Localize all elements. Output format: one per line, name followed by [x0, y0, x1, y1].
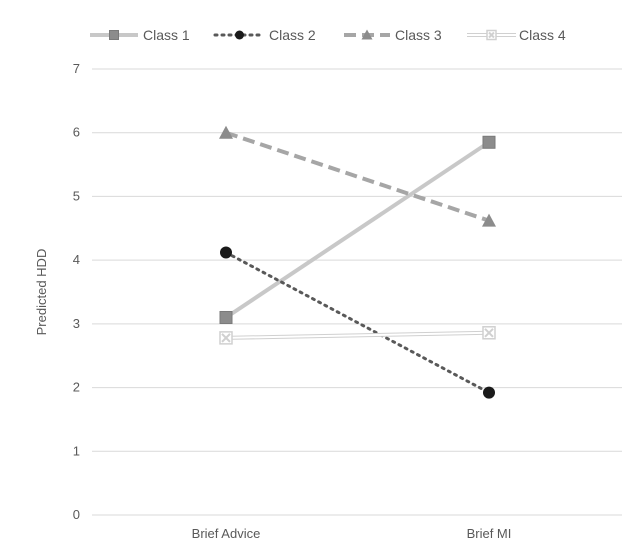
series-1-points [219, 135, 496, 324]
legend-item: Class 4 [467, 27, 566, 43]
y-tick-label: 6 [73, 125, 80, 140]
y-tick-label: 1 [73, 443, 80, 458]
data-point [219, 125, 233, 139]
y-axis-title: Predicted HDD [34, 249, 49, 336]
legend-item: Class 1 [90, 27, 190, 43]
legend-marker [235, 30, 244, 40]
data-point-cross-b [484, 328, 494, 338]
series-4 [225, 330, 490, 340]
series-3-points [219, 125, 496, 227]
data-point [219, 331, 233, 345]
y-tick-label: 3 [73, 316, 80, 331]
x-tick-label: Brief Advice [192, 526, 261, 541]
legend-label: Class 2 [269, 27, 316, 43]
y-tick-label: 7 [73, 61, 80, 76]
series-line [224, 250, 491, 395]
x-tick-label: Brief MI [467, 526, 512, 541]
legend-marker [486, 29, 497, 41]
series-1 [224, 140, 491, 320]
legend-marker [361, 29, 373, 40]
y-tick-label: 2 [73, 380, 80, 395]
legend-marker [109, 30, 119, 40]
data-point [482, 326, 496, 340]
legend-label: Class 1 [143, 27, 190, 43]
legend-label: Class 4 [519, 27, 566, 43]
data-point-cross-b [221, 333, 231, 343]
y-tick-label: 0 [73, 507, 80, 522]
series-line [224, 140, 491, 320]
series-4-points [219, 326, 496, 345]
series-3 [225, 130, 490, 223]
data-point [219, 310, 233, 324]
series-2 [224, 250, 491, 395]
legend-item: Class 3 [344, 27, 442, 43]
y-tick-label: 5 [73, 188, 80, 203]
data-point [220, 246, 232, 259]
legend-item: Class 2 [213, 27, 316, 43]
legend-label: Class 3 [395, 27, 442, 43]
data-point [483, 386, 495, 399]
legend-marker-cross-b [488, 31, 495, 39]
series-line-inner [225, 331, 490, 339]
y-tick-label: 4 [73, 252, 80, 267]
series-2-points [220, 246, 495, 399]
data-point [482, 135, 496, 149]
series-line [225, 130, 490, 223]
data-point [482, 213, 496, 227]
